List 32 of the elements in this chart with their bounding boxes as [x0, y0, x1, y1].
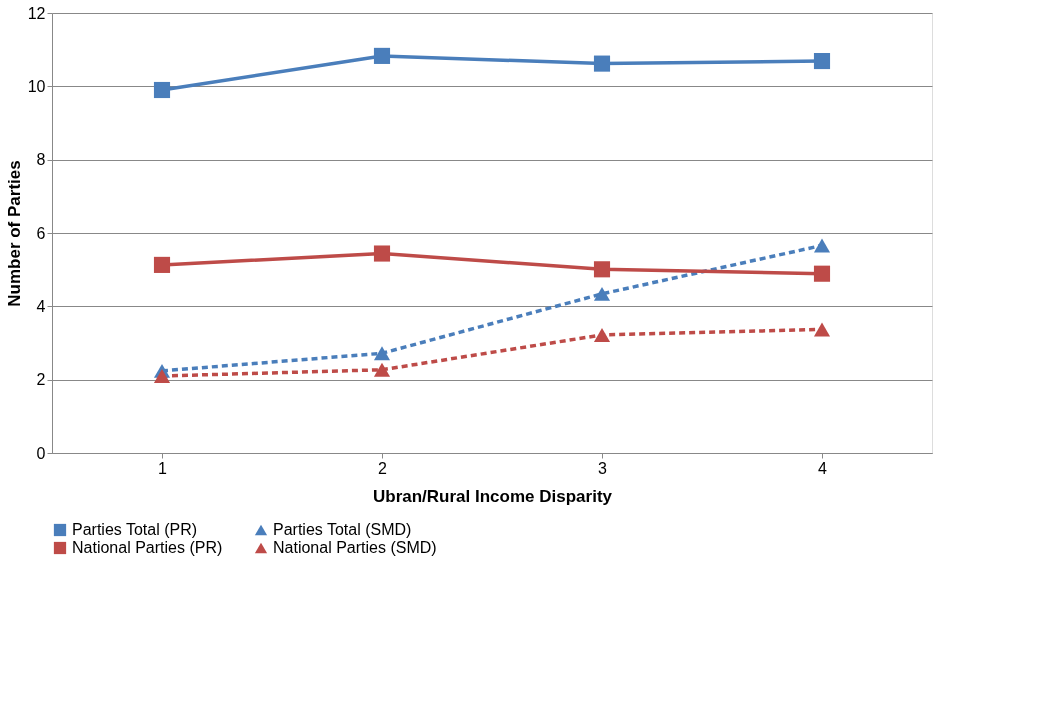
point	[153, 369, 171, 383]
x-tick-label: 3	[598, 459, 608, 477]
point	[593, 327, 611, 342]
point	[813, 52, 831, 70]
point	[813, 322, 831, 337]
y-axis-title: Number of Parties	[4, 160, 24, 307]
y-tick-label: 12	[27, 4, 46, 22]
y-tick-label: 4	[36, 297, 46, 315]
point	[373, 245, 391, 262]
point	[373, 346, 391, 361]
point	[813, 238, 831, 253]
y-tick-label: 6	[36, 224, 46, 242]
y-tick-label: 10	[27, 77, 46, 95]
point	[153, 256, 171, 273]
x-tick-label: 4	[818, 459, 828, 477]
y-tick-label: 8	[36, 151, 46, 169]
legend-label: Parties Total (PR)	[72, 521, 198, 538]
legend-label: National Parties (SMD)	[273, 539, 437, 556]
point	[593, 286, 611, 301]
point	[373, 47, 391, 64]
x-tick-label: 1	[158, 459, 168, 477]
x-axis-title: Ubran/Rural Income Disparity	[372, 486, 613, 506]
y-tick-label: 0	[36, 444, 46, 462]
legend-label: Parties Total (SMD)	[273, 521, 412, 538]
point	[593, 55, 611, 72]
y-tick-label: 2	[36, 371, 46, 389]
point	[593, 261, 611, 278]
point	[373, 362, 391, 377]
point	[813, 265, 831, 282]
legend-label: National Parties (PR)	[72, 539, 223, 556]
point	[153, 81, 171, 99]
x-tick-label: 2	[378, 459, 388, 477]
